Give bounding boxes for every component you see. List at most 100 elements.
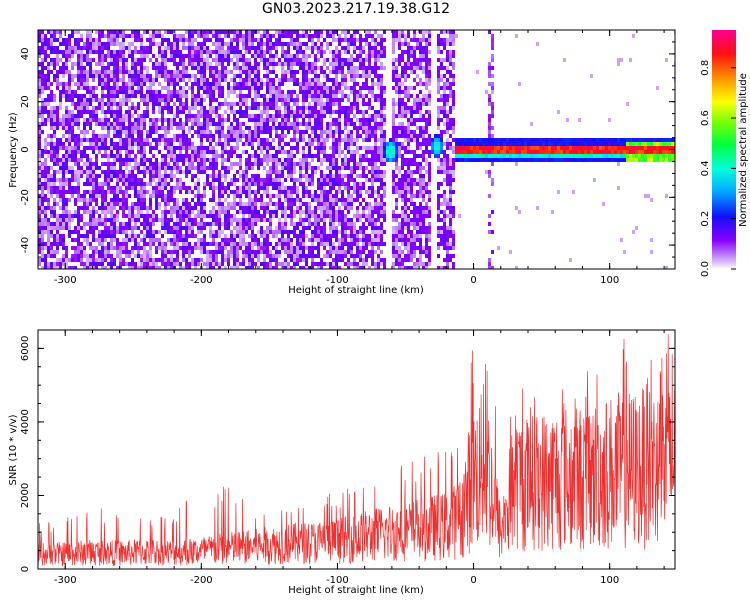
heatmap-cell <box>191 94 194 98</box>
heatmap-cell <box>314 138 317 142</box>
heatmap-cell <box>293 134 296 138</box>
heatmap-cell <box>332 154 335 158</box>
heatmap-cell <box>191 114 194 118</box>
heatmap-cell <box>359 134 362 138</box>
heatmap-cell <box>161 234 164 238</box>
heatmap-cell <box>245 210 248 214</box>
heatmap-cell <box>326 46 329 50</box>
heatmap-cell <box>173 222 176 226</box>
heatmap-cell <box>347 186 350 190</box>
heatmap-cell <box>101 126 104 130</box>
heatmap-cell <box>65 70 68 74</box>
heatmap-cell <box>41 258 44 262</box>
heatmap-cell <box>365 158 368 162</box>
heatmap-cell <box>128 106 131 110</box>
heatmap-cell <box>290 194 293 198</box>
heatmap-cell <box>38 82 41 86</box>
heatmap-cell <box>188 242 191 246</box>
heatmap-cell <box>146 142 149 146</box>
heatmap-cell <box>104 138 107 142</box>
heatmap-cell <box>284 102 287 106</box>
heatmap-cell <box>335 102 338 106</box>
heatmap-cell <box>191 218 194 222</box>
heatmap-cell <box>62 194 65 198</box>
heatmap-cell <box>353 34 356 38</box>
heatmap-cell <box>368 194 371 198</box>
heatmap-cell <box>92 38 95 42</box>
heatmap-cell <box>254 106 257 110</box>
heatmap-cell <box>188 54 191 58</box>
heatmap-cell <box>83 106 86 110</box>
heatmap-cell <box>269 266 272 269</box>
heatmap-cell <box>233 234 236 238</box>
heatmap-cell <box>122 70 125 74</box>
heatmap-cell <box>302 78 305 82</box>
heatmap-cell <box>251 210 254 214</box>
heatmap-cell <box>227 134 230 138</box>
heatmap-cell <box>47 154 50 158</box>
heatmap-cell <box>221 182 224 186</box>
heatmap-cell <box>365 34 368 38</box>
heatmap-cell <box>332 182 335 186</box>
heatmap-cell <box>101 46 104 50</box>
heatmap-cell <box>53 98 56 102</box>
heatmap-cell <box>335 194 338 198</box>
heatmap-cell <box>365 146 368 150</box>
heatmap-cell <box>44 158 47 162</box>
heatmap-cell <box>113 130 116 134</box>
heatmap-cell <box>134 262 137 266</box>
heatmap-cell <box>74 214 77 218</box>
heatmap-cell <box>257 62 260 66</box>
heatmap-cell <box>101 78 104 82</box>
heatmap-cell <box>83 94 86 98</box>
heatmap-cell <box>155 166 158 170</box>
heatmap-cell <box>257 102 260 106</box>
heatmap-cell <box>263 58 266 62</box>
heatmap-cell <box>317 194 320 198</box>
heatmap-cell <box>98 34 101 38</box>
heatmap-cell <box>353 178 356 182</box>
heatmap-cell <box>125 130 128 134</box>
heatmap-cell <box>56 146 59 150</box>
heatmap-cell <box>314 86 317 90</box>
heatmap-cell <box>248 62 251 66</box>
heatmap-cell <box>320 106 323 110</box>
heatmap-cell <box>194 102 197 106</box>
heatmap-cell <box>101 54 104 58</box>
heatmap-cell <box>344 46 347 50</box>
heatmap-cell <box>332 62 335 66</box>
heatmap-cell <box>242 98 245 102</box>
heatmap-cell <box>350 134 353 138</box>
heatmap-cell <box>236 178 239 182</box>
heatmap-cell <box>197 190 200 194</box>
heatmap-cell <box>68 38 71 42</box>
heatmap-cell <box>200 222 203 226</box>
heatmap-cell <box>224 246 227 250</box>
heatmap-cell <box>125 206 128 210</box>
heatmap-cell <box>209 38 212 42</box>
heatmap-cell <box>206 250 209 254</box>
heatmap-cell <box>89 230 92 234</box>
heatmap-cell <box>137 106 140 110</box>
heatmap-cell <box>293 210 296 214</box>
heatmap-cell <box>122 86 125 90</box>
heatmap-cell <box>248 30 251 34</box>
heatmap-cell <box>308 166 311 170</box>
heatmap-cell <box>260 194 263 198</box>
heatmap-cell <box>320 234 323 238</box>
heatmap-cell <box>92 98 95 102</box>
heatmap-cell <box>218 170 221 174</box>
heatmap-cell <box>113 66 116 70</box>
heatmap-cell <box>269 170 272 174</box>
heatmap-cell <box>200 46 203 50</box>
heatmap-cell <box>275 254 278 258</box>
heatmap-cell <box>176 38 179 42</box>
heatmap-cell <box>284 106 287 110</box>
heatmap-cell <box>38 150 41 154</box>
heatmap-cell <box>62 50 65 54</box>
heatmap-cell <box>206 46 209 50</box>
heatmap-cell <box>113 90 116 94</box>
heatmap-cell <box>296 62 299 66</box>
heatmap-cell <box>332 242 335 246</box>
heatmap-cell <box>350 110 353 114</box>
